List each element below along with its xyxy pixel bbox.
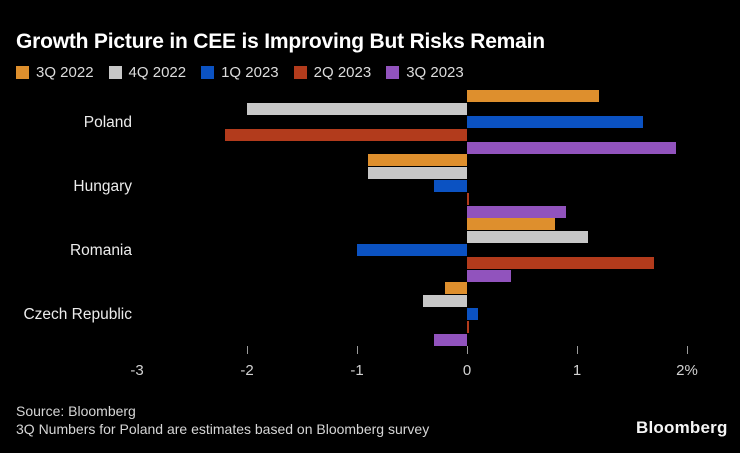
legend-item: 1Q 2023 (201, 64, 279, 81)
legend-item: 2Q 2023 (293, 64, 372, 81)
axis-tick (686, 346, 688, 354)
bar (368, 167, 467, 179)
legend-label: 4Q 2022 (128, 64, 187, 81)
axis-tick (356, 346, 358, 354)
axis-tick-label: 2% (676, 362, 698, 379)
legend-label: 2Q 2023 (313, 64, 372, 81)
legend-swatch-icon (108, 66, 122, 79)
source-text: Source: Bloomberg (16, 403, 136, 419)
bar (467, 116, 643, 128)
bar (467, 321, 470, 333)
bloomberg-logo: Bloomberg (636, 418, 728, 437)
footnote-text: 3Q Numbers for Poland are estimates base… (16, 421, 430, 437)
category-label: Czech Republic (23, 305, 132, 323)
axis-tick (576, 346, 578, 354)
bar (467, 218, 555, 230)
legend-label: 3Q 2023 (406, 64, 464, 81)
bar (247, 103, 467, 115)
chart-title: Growth Picture in CEE is Improving But R… (16, 30, 545, 53)
bar (467, 308, 478, 320)
legend-swatch-icon (386, 66, 400, 79)
bar (467, 270, 511, 282)
bar (357, 244, 467, 256)
bar (467, 193, 470, 205)
category-label: Romania (69, 241, 132, 259)
axis-tick-label: 1 (572, 362, 582, 379)
axis-tick-label: -2 (240, 362, 254, 379)
legend-swatch-icon (293, 66, 307, 79)
bar (467, 90, 599, 102)
bar (467, 231, 588, 243)
category-label: Poland (83, 113, 132, 131)
bar (445, 282, 467, 294)
axis-tick (246, 346, 248, 354)
legend-item: 4Q 2022 (108, 64, 187, 81)
bar (434, 334, 467, 346)
axis-tick-label: -3 (130, 362, 144, 379)
bar (368, 154, 467, 166)
legend-item: 3Q 2022 (16, 64, 94, 81)
bar (434, 180, 467, 192)
legend-item: 3Q 2023 (386, 64, 464, 81)
bar (225, 129, 467, 141)
bar (467, 142, 676, 154)
axis-tick-label: -1 (350, 362, 364, 379)
bar (467, 206, 566, 218)
legend-label: 3Q 2022 (36, 64, 94, 81)
category-label: Hungary (73, 177, 132, 195)
bar (467, 257, 654, 269)
bar (423, 295, 467, 307)
legend-swatch-icon (201, 66, 215, 79)
legend-label: 1Q 2023 (221, 64, 279, 81)
axis-tick (466, 346, 468, 354)
legend: 3Q 2022 4Q 2022 1Q 2023 2Q 2023 3Q 2023 (16, 64, 464, 81)
legend-swatch-icon (16, 66, 29, 79)
axis-tick-label: 0 (462, 362, 472, 379)
